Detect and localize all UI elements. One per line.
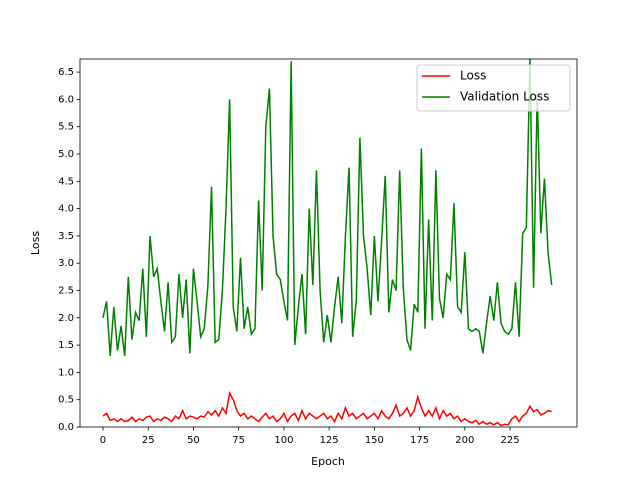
y-tick-label: 0.5: [58, 395, 74, 406]
y-tick-label: 3.0: [58, 258, 74, 269]
x-tick-label: 150: [365, 435, 384, 446]
x-tick-label: 75: [232, 435, 245, 446]
legend-label: Validation Loss: [460, 90, 549, 104]
x-tick-label: 225: [501, 435, 520, 446]
y-tick-label: 6.5: [58, 67, 74, 78]
x-tick-label: 25: [142, 435, 155, 446]
y-tick-label: 4.5: [58, 176, 74, 187]
data-line: [102, 59, 553, 357]
x-tick-label: 125: [320, 435, 339, 446]
x-axis-label: Epoch: [311, 455, 345, 468]
y-tick-label: 5.0: [58, 149, 74, 160]
y-tick-label: 5.5: [58, 122, 74, 133]
legend-box: [416, 64, 571, 112]
x-tick-label: 0: [100, 435, 106, 446]
plot-frame: [79, 58, 578, 428]
x-tick-label: 100: [274, 435, 293, 446]
x-tick-label: 175: [410, 435, 429, 446]
y-tick-label: 2.0: [58, 313, 74, 324]
x-tick-label: 200: [455, 435, 474, 446]
data-line: [102, 390, 552, 427]
x-tick-label: 50: [187, 435, 200, 446]
y-tick-label: 4.0: [58, 204, 74, 215]
y-tick-label: 3.5: [58, 231, 74, 242]
y-tick-label: 0.0: [58, 422, 74, 433]
y-axis-label: Loss: [29, 231, 42, 255]
legend-label: Loss: [460, 69, 486, 83]
y-tick-label: 6.0: [58, 94, 74, 105]
y-tick-label: 1.0: [58, 367, 74, 378]
y-tick-label: 1.5: [58, 340, 74, 351]
y-tick-label: 2.5: [58, 286, 74, 297]
